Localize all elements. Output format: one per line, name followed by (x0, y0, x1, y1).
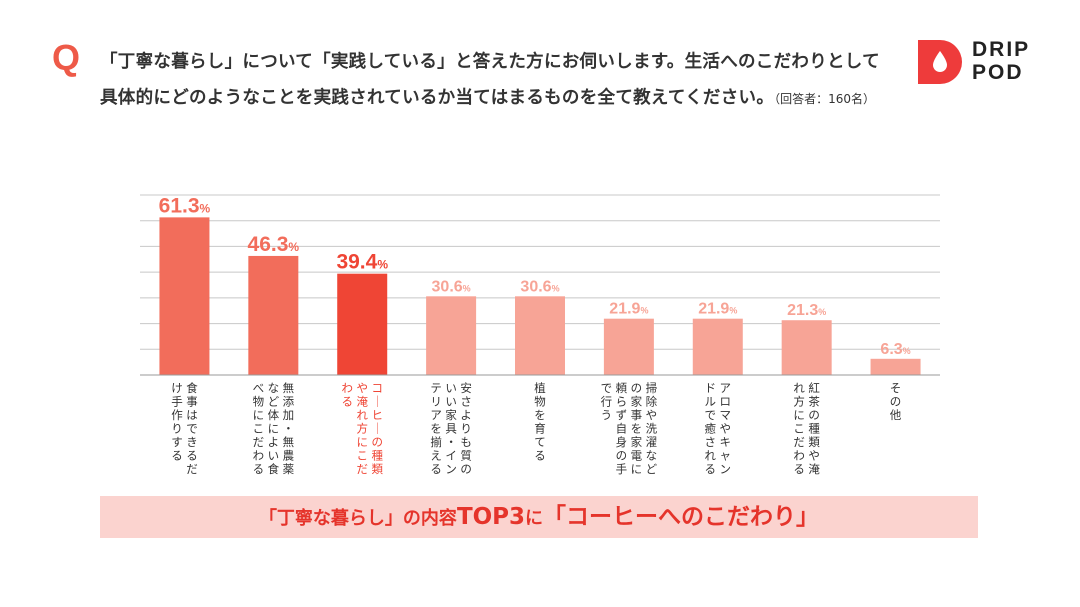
respondent-note: （回答者：160名） (774, 92, 876, 106)
banner-part2: TOP3 (456, 504, 526, 530)
question-body: 「丁寧な暮らし」について「実践している」と答えた方にお伺いします。生活へのこだわ… (100, 52, 880, 108)
data-label: 21.9% (609, 301, 648, 318)
bar-chart: 61.3% 食事はできるだけ手作りする 46.3% 無添加・無農薬など体によい食べ物に… (140, 194, 940, 476)
bar (159, 217, 210, 375)
bar (692, 318, 743, 375)
category-label: コ｜ヒ｜の種類や淹れ方にこだわる (341, 381, 383, 476)
category-label: 植物を育てる (534, 381, 546, 463)
drop-icon (933, 51, 947, 72)
logo-text: DRIP POD (972, 38, 1030, 84)
data-label: 39.4% (336, 251, 388, 274)
data-label: 46.3% (248, 233, 300, 256)
category-label: 紅茶の種類や淹れ方にこだわる (793, 381, 820, 476)
data-label: 30.6% (432, 278, 471, 295)
data-label: 61.3% (159, 194, 211, 217)
data-label: 21.3% (787, 302, 826, 319)
banner-part3: に (525, 508, 544, 529)
category-label: 掃除や洗濯などの家事を家電に頼らず自身の手で行う (601, 381, 658, 476)
category-label: 無添加・無農薬など体によい食べ物にこだわる (253, 381, 295, 476)
logo-line1: DRIP (972, 38, 1031, 61)
logo-line2: POD (972, 61, 1024, 84)
logo-mark (918, 40, 962, 84)
category-label: その他 (890, 381, 902, 422)
category-label: アロマやキャンドルで癒される (705, 381, 732, 476)
banner-part1: 「丁寧な暮らし」の内容 (258, 508, 457, 529)
bar (603, 318, 654, 375)
bar (870, 358, 921, 375)
summary-banner: 「丁寧な暮らし」の内容TOP3に「コーヒーへのこだわり」 (100, 496, 978, 538)
data-label: 21.9% (698, 301, 737, 318)
data-label: 6.3% (880, 341, 910, 358)
bar (515, 296, 565, 375)
category-label: 食事はできるだけ手作りする (171, 381, 198, 476)
bar (248, 255, 299, 375)
bar (781, 320, 832, 375)
category-label: 安さよりも質のいい家具・インテリアを揃える (430, 381, 472, 476)
banner-part4: 「コーヒーへのこだわり」 (543, 504, 820, 530)
question-text: 「丁寧な暮らし」について「実践している」と答えた方にお伺いします。生活へのこだわ… (100, 44, 890, 117)
bar (337, 273, 388, 375)
data-label: 30.6% (520, 278, 559, 295)
bar (426, 296, 477, 375)
drip-pod-logo: DRIP POD (918, 38, 1048, 90)
question-mark: Q (52, 37, 81, 78)
